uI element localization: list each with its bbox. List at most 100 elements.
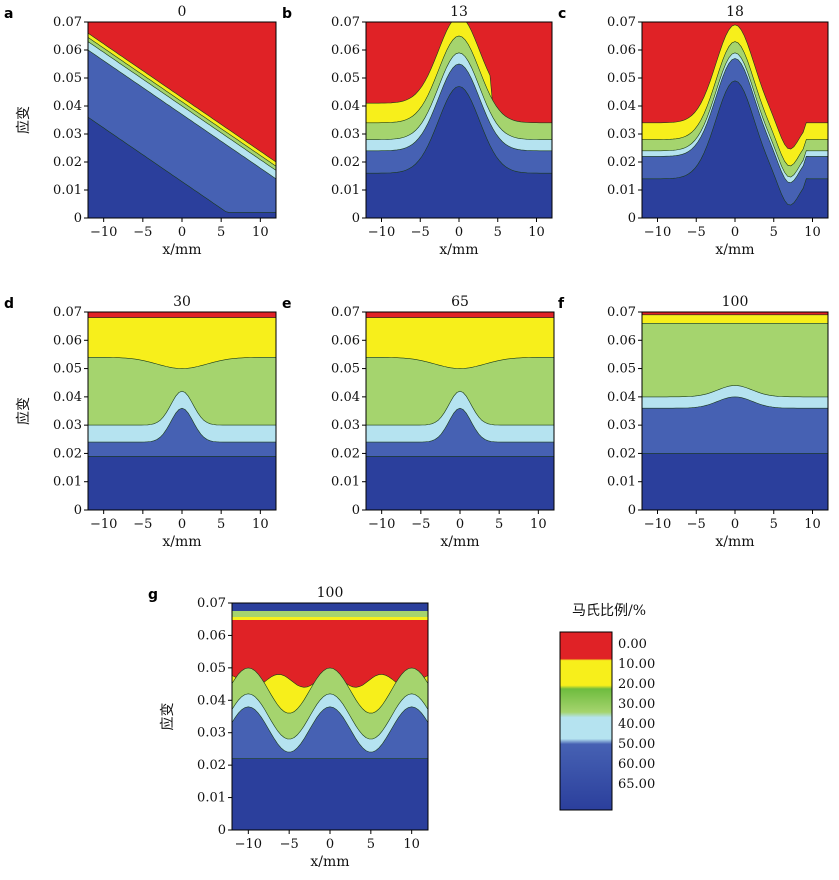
top-strip xyxy=(232,611,428,617)
y-tick-label: 0.04 xyxy=(197,693,226,708)
y-tick-label: 0.02 xyxy=(607,446,636,461)
panel-e: 0 0.01 0.02 0.03 0.04 0.05 0.06 0.07 −10 −5 0 5 10 x/… xyxy=(282,294,555,550)
y-axis-label: 应变 xyxy=(159,703,176,731)
y-tick-label: 0.04 xyxy=(53,390,82,405)
y-tick-label: 0 xyxy=(628,211,636,226)
panel-title: 18 xyxy=(726,4,744,20)
y-tick-label: 0.03 xyxy=(607,127,636,142)
x-axis-label: x/mm xyxy=(310,854,349,870)
legend-level-label: 65.00 xyxy=(618,777,655,792)
panel-letter: d xyxy=(4,296,14,312)
x-tick-label: −10 xyxy=(644,517,671,532)
y-tick-label: 0.03 xyxy=(53,127,82,142)
y-tick-label: 0.01 xyxy=(53,475,82,490)
y-axis-label: 应变 xyxy=(15,106,32,134)
y-tick-label: 0.05 xyxy=(607,362,636,377)
y-tick-label: 0.02 xyxy=(53,155,82,170)
x-tick-label: −5 xyxy=(280,837,299,852)
x-tick-label: −5 xyxy=(411,517,430,532)
legend-level-label: 50.00 xyxy=(618,737,655,752)
x-tick-label: −10 xyxy=(235,837,262,852)
x-axis-label: x/mm xyxy=(715,534,754,550)
panel-letter: a xyxy=(4,6,13,22)
x-tick-label: 10 xyxy=(528,225,545,240)
y-tick-label: 0.03 xyxy=(53,418,82,433)
y-tick-label: 0.05 xyxy=(53,71,82,86)
y-tick-label: 0 xyxy=(218,823,226,838)
x-tick-label: −5 xyxy=(411,225,430,240)
panel-a: 0 0.01 0.02 0.03 0.04 0.05 0.06 0.07 −10 −5 0 5 10 x/… xyxy=(4,4,277,258)
legend-level-label: 30.00 xyxy=(618,697,655,712)
y-tick-label: 0.06 xyxy=(607,333,636,348)
y-tick-label: 0 xyxy=(352,211,360,226)
heatmap-area xyxy=(366,22,552,218)
y-tick-label: 0.06 xyxy=(331,43,360,58)
y-tick-label: 0.06 xyxy=(197,628,226,643)
y-tick-label: 0.02 xyxy=(607,155,636,170)
legend-labels: 0.00 10.00 20.00 30.00 40.00 50.00 60.00 65.00 xyxy=(618,637,655,792)
x-axis-label: x/mm xyxy=(162,242,201,258)
y-tick-label: 0.06 xyxy=(607,43,636,58)
x-tick-label: 5 xyxy=(495,517,503,532)
panel-d: 0 0.01 0.02 0.03 0.04 0.05 0.06 0.07 −10 −5 0 5 10 x/… xyxy=(4,294,277,550)
y-tick-label: 0 xyxy=(74,503,82,518)
y-tick-label: 0.07 xyxy=(331,15,360,30)
x-tick-label: 0 xyxy=(731,225,739,240)
top-strip xyxy=(232,603,428,611)
panel-title: 100 xyxy=(722,294,749,310)
contour-band xyxy=(232,758,428,830)
x-tick-label: 0 xyxy=(178,225,186,240)
panel-g: 0 0.01 0.02 0.03 0.04 0.05 0.06 0.07 −10 −5 0 5 10 x/… xyxy=(148,585,429,870)
y-tick-label: 0.04 xyxy=(53,99,82,114)
x-tick-label: 10 xyxy=(252,517,269,532)
x-tick-label: 10 xyxy=(804,225,821,240)
heatmap-area xyxy=(88,312,276,510)
y-tick-label: 0.02 xyxy=(53,446,82,461)
y-tick-label: 0.02 xyxy=(197,758,226,773)
y-axis-label: 应变 xyxy=(15,397,32,425)
x-axis-label: x/mm xyxy=(439,242,478,258)
y-tick-label: 0.04 xyxy=(607,390,636,405)
x-tick-label: −10 xyxy=(90,225,117,240)
panel-title: 0 xyxy=(178,4,187,20)
x-tick-label: 5 xyxy=(770,517,778,532)
legend: 马氏比例/% 0.00 10.00 20.00 30.00 40.00 50.00 60.0… xyxy=(559,603,655,811)
y-tick-label: 0.05 xyxy=(331,362,360,377)
heatmap-area xyxy=(642,22,828,218)
y-tick-label: 0.04 xyxy=(331,99,360,114)
panel-letter: g xyxy=(148,587,158,603)
y-tick-label: 0.01 xyxy=(331,475,360,490)
x-tick-label: 0 xyxy=(455,225,463,240)
contour-band xyxy=(366,86,552,218)
y-tick-label: 0.07 xyxy=(53,15,82,30)
x-tick-label: −5 xyxy=(687,517,706,532)
x-tick-label: 10 xyxy=(403,837,420,852)
legend-colorbar xyxy=(559,631,613,811)
y-tick-label: 0 xyxy=(628,503,636,518)
panel-letter: f xyxy=(558,296,565,312)
y-tick-label: 0 xyxy=(352,503,360,518)
x-tick-label: 10 xyxy=(252,225,269,240)
panel-title: 65 xyxy=(451,294,469,310)
y-tick-label: 0.06 xyxy=(53,43,82,58)
contour-band xyxy=(366,456,554,510)
y-tick-label: 0.06 xyxy=(331,333,360,348)
y-tick-label: 0.07 xyxy=(607,15,636,30)
x-axis-label: x/mm xyxy=(715,242,754,258)
heatmap-area xyxy=(366,312,554,510)
x-tick-label: 5 xyxy=(367,837,375,852)
y-tick-label: 0.01 xyxy=(607,183,636,198)
y-tick-label: 0.07 xyxy=(331,305,360,320)
panel-letter: c xyxy=(558,6,566,22)
x-tick-label: 0 xyxy=(326,837,334,852)
x-tick-label: 10 xyxy=(804,517,821,532)
contour-band xyxy=(642,80,828,218)
contour-band xyxy=(642,453,828,510)
contour-band xyxy=(88,116,276,218)
y-tick-label: 0.03 xyxy=(331,418,360,433)
x-tick-label: −5 xyxy=(133,517,152,532)
y-tick-label: 0.07 xyxy=(607,305,636,320)
y-tick-label: 0.03 xyxy=(331,127,360,142)
y-tick-label: 0.05 xyxy=(53,362,82,377)
